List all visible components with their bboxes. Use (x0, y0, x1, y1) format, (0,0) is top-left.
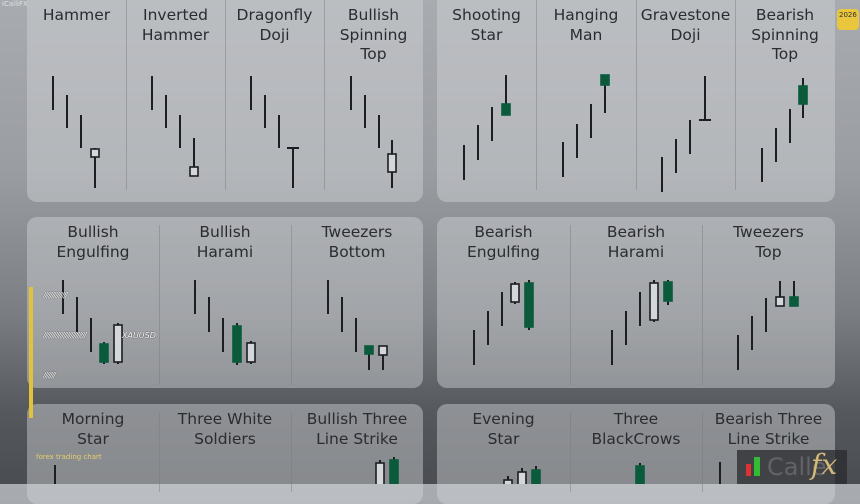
hollow-candle-body (246, 342, 256, 363)
green-candle-body (389, 459, 399, 484)
column-divider (702, 412, 703, 492)
column-divider (324, 0, 325, 190)
green-candle-body (501, 103, 511, 116)
green-candle-body (364, 345, 374, 355)
panel-double-bullish (27, 217, 423, 388)
candlestick-illustrations (52, 74, 808, 484)
pattern-title: Hanging Man (553, 6, 619, 44)
column-divider (536, 0, 537, 190)
pattern-title: Dragonfly Doji (236, 6, 313, 44)
column-divider (159, 412, 160, 492)
column-divider (159, 225, 160, 385)
pattern-title: Morning Star (61, 410, 125, 448)
green-candle-body (99, 343, 109, 363)
overlay-text: ///////////////////////// (43, 331, 86, 340)
pattern-title: Bullish Engulfing (56, 223, 130, 261)
pattern-title: Evening Star (472, 410, 535, 448)
pattern-title: Bullish Spinning Top (339, 6, 408, 63)
hollow-candle-body (517, 471, 527, 484)
hollow-candle-body (510, 283, 520, 303)
green-candle-body (600, 74, 610, 86)
overlay-text: ////////////// (43, 291, 68, 300)
year-badge: 2026 (837, 9, 859, 30)
pattern-title: Three White Soldiers (177, 410, 273, 448)
green-candle-body (789, 296, 799, 307)
pattern-title: Tweezers Bottom (321, 223, 393, 261)
hollow-candle-body (378, 345, 388, 356)
panel-double-bearish (437, 217, 835, 388)
pattern-title: Bullish Three Line Strike (306, 410, 408, 448)
column-divider (570, 412, 571, 492)
column-divider (291, 225, 292, 385)
column-divider (225, 0, 226, 190)
pattern-title: Inverted Hammer (141, 6, 210, 44)
green-candle-body (635, 465, 645, 484)
green-candle-body (798, 85, 808, 105)
green-candle-icon (754, 457, 760, 476)
red-candle-icon (746, 464, 751, 476)
watermark: iCalliFX (2, 0, 28, 8)
pattern-title: Hammer (42, 6, 111, 24)
panel-single-bearish (437, 0, 835, 202)
panel-single-bullish (27, 0, 423, 202)
column-divider (735, 0, 736, 190)
column-divider (126, 0, 127, 190)
green-candle-body (232, 325, 242, 363)
pattern-title: Gravestone Doji (640, 6, 731, 44)
logo-fx: fx (811, 448, 838, 481)
pattern-title: Tweezers Top (733, 223, 804, 261)
column-divider (570, 225, 571, 385)
column-divider (702, 225, 703, 385)
logo-text: Calle (767, 453, 827, 481)
hollow-candle-body (90, 148, 100, 158)
column-divider (636, 0, 637, 190)
symbol-label: XAUUSD (122, 331, 156, 340)
hollow-candle-body (775, 296, 785, 307)
caption: forex trading chart (36, 453, 102, 461)
pattern-title: Bearish Spinning Top (751, 6, 819, 63)
hollow-candle-body (503, 479, 513, 484)
pattern-title: Shooting Star (452, 6, 521, 44)
pattern-title: Bearish Engulfing (466, 223, 540, 261)
accent-bar (29, 287, 33, 418)
pattern-title: Bullish Harami (196, 223, 254, 261)
pattern-title: Three BlackCrows (591, 410, 681, 448)
hollow-candle-body (649, 282, 659, 321)
green-candle-body (524, 282, 534, 328)
green-candle-body (531, 469, 541, 484)
green-candle-body (663, 281, 673, 302)
hollow-candle-body (113, 324, 123, 363)
column-divider (291, 412, 292, 492)
pattern-title: Bearish Three Line Strike (714, 410, 823, 448)
hollow-candle-body (189, 166, 199, 177)
hollow-candle-body (375, 462, 385, 484)
pattern-title: Bearish Harami (606, 223, 666, 261)
logo: Calle fx (737, 450, 847, 484)
hollow-candle-body (387, 153, 397, 173)
overlay-text: /////// (43, 371, 56, 380)
